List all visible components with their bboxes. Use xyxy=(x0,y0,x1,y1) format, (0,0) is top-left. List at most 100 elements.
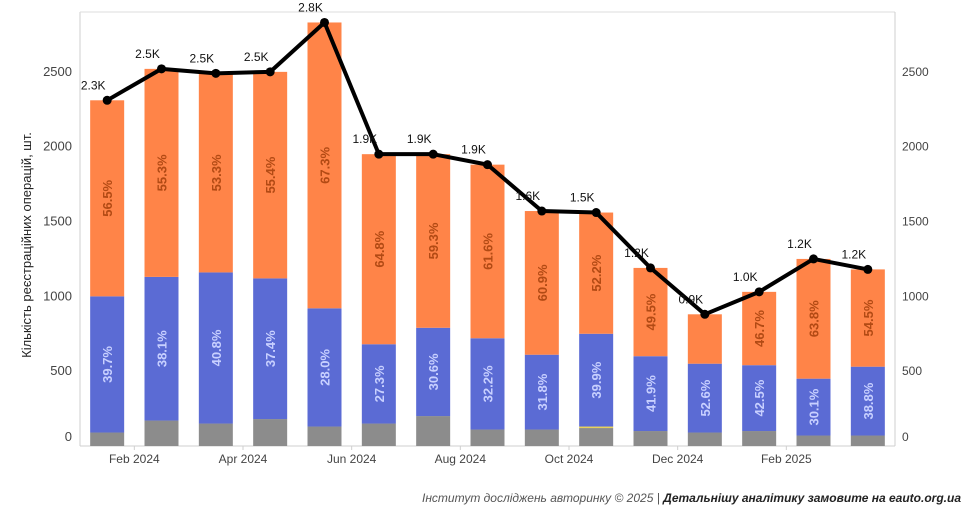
orange-bar-segment xyxy=(198,73,233,273)
total-point xyxy=(102,95,112,105)
blue-segment-label: 30.1% xyxy=(807,388,822,425)
orange-bar-segment xyxy=(579,212,614,334)
bars xyxy=(90,22,885,446)
x-axis: Feb 2024 Apr 2024 Jun 2024 Aug 2024 Oct 2024… xyxy=(109,446,812,466)
x-tick-label: Jun 2024 xyxy=(327,452,377,466)
blue-bar-segment xyxy=(307,308,342,427)
orange-segment-label: 67.3% xyxy=(318,147,333,184)
footer-separator: | xyxy=(653,491,664,505)
total-data-label: 1.2K xyxy=(841,247,866,261)
blue-bar-segment xyxy=(633,356,668,432)
blue-segment-label: 42.5% xyxy=(752,379,767,416)
total-data-label: 2.8K xyxy=(298,0,323,14)
orange-segment-label: 54.5% xyxy=(861,299,876,336)
gray-bar-segment xyxy=(633,431,668,446)
total-data-label: 1.6K xyxy=(515,189,540,203)
orange-segment-label: 46.7% xyxy=(752,310,767,347)
x-tick-label: Feb 2024 xyxy=(109,452,160,466)
orange-segment-label: 56.5% xyxy=(100,179,115,216)
orange-segment-label: 55.4% xyxy=(263,156,278,193)
blue-bar-segment xyxy=(198,272,233,424)
right-y-tick-label: 0 xyxy=(902,430,909,444)
orange-bar-segment xyxy=(253,71,288,279)
blue-segment-label: 28.0% xyxy=(318,349,333,386)
total-point xyxy=(591,208,601,218)
blue-bar-segment xyxy=(416,327,451,417)
right-y-tick-label: 2000 xyxy=(902,140,929,154)
x-tick-label: Aug 2024 xyxy=(435,452,487,466)
blue-bar-segment xyxy=(524,354,559,430)
orange-bar-segment xyxy=(307,22,342,309)
total-data-label: 1.9K xyxy=(407,132,432,146)
right-y-axis: 0 500 1000 1500 2000 2500 xyxy=(894,12,929,446)
orange-bar-segment xyxy=(144,68,179,277)
total-data-label: 1.9K xyxy=(352,132,377,146)
orange-segment-label: 55.3% xyxy=(155,154,170,191)
total-point xyxy=(483,160,492,170)
left-y-tick-label: 1500 xyxy=(43,214,72,229)
blue-segment-label: 52.6% xyxy=(698,379,713,416)
x-tick-label: Feb 2025 xyxy=(761,452,812,466)
gray-bar-segment xyxy=(470,429,505,446)
gray-bar-segment xyxy=(524,429,559,446)
x-tick-label: Dec 2024 xyxy=(652,452,704,466)
orange-bar-segment xyxy=(742,291,777,366)
blue-bar-segment xyxy=(796,378,831,436)
footer-credit: Інститут досліджень авторинку © 2025 | Д… xyxy=(422,491,961,505)
left-y-tick-label: 2000 xyxy=(43,139,72,154)
total-point xyxy=(211,68,221,78)
total-point xyxy=(537,206,547,216)
x-tick-label: Oct 2024 xyxy=(545,452,594,466)
orange-bar-segment xyxy=(850,269,885,367)
blue-segment-label: 39.7% xyxy=(100,346,115,383)
orange-bar-segment xyxy=(416,154,451,328)
left-y-tick-label: 2500 xyxy=(43,64,72,79)
total-point xyxy=(700,309,710,319)
gray-bar-segment xyxy=(687,432,722,446)
orange-segment-label: 59.3% xyxy=(426,222,441,259)
gray-bar-segment xyxy=(307,426,342,446)
segment-labels: 39.7% 56.5% 38.1% 55.3% 40.8% 53.3% 37.4% 55.4%… xyxy=(100,147,876,426)
gray-bar-segment xyxy=(90,432,125,446)
footer-cta: Детальнішу аналітику замовите на eauto.o… xyxy=(663,491,961,505)
total-point xyxy=(809,254,818,264)
blue-bar-segment xyxy=(253,278,288,420)
total-data-label: 2.5K xyxy=(189,51,214,65)
blue-segment-label: 38.1% xyxy=(155,330,170,367)
gray-bar-segment xyxy=(850,435,885,446)
total-point xyxy=(320,17,329,27)
blue-bar-segment xyxy=(361,344,396,424)
blue-segment-label: 27.3% xyxy=(372,365,387,402)
y-axis-title: Кількість реєстраційних операцій, шт. xyxy=(19,132,34,358)
left-y-tick-label: 0 xyxy=(65,429,72,444)
blue-segment-label: 37.4% xyxy=(263,330,278,367)
total-point xyxy=(646,263,655,273)
left-y-tick-label: 500 xyxy=(50,363,72,378)
gray-bar-segment xyxy=(361,423,396,446)
gray-bar-segment xyxy=(579,428,614,446)
total-data-label: 1.5K xyxy=(570,191,595,205)
blue-bar-segment xyxy=(144,276,179,421)
blue-segment-label: 30.6% xyxy=(426,353,441,390)
orange-bar-segment xyxy=(470,164,505,339)
total-point xyxy=(754,287,764,297)
total-data-label: 2.5K xyxy=(244,50,269,64)
total-point xyxy=(157,64,166,74)
gray-bar-segment xyxy=(253,419,288,446)
blue-bar-segment xyxy=(579,333,614,427)
total-data-label: 2.3K xyxy=(81,78,106,92)
orange-bar-segment xyxy=(687,314,722,364)
total-point xyxy=(863,264,873,274)
gray-bar-segment xyxy=(416,416,451,446)
gray-bar-segment xyxy=(742,431,777,446)
orange-segment-label: 64.8% xyxy=(372,230,387,267)
right-y-tick-label: 1000 xyxy=(902,289,929,303)
right-y-tick-label: 500 xyxy=(902,364,922,378)
orange-bar-segment xyxy=(796,258,831,379)
blue-segment-label: 40.8% xyxy=(209,329,224,366)
left-y-tick-label: 1000 xyxy=(43,288,72,303)
blue-segment-label: 31.8% xyxy=(535,373,550,410)
total-data-label: 0.9K xyxy=(678,292,703,306)
gray-bar-segment xyxy=(796,435,831,446)
